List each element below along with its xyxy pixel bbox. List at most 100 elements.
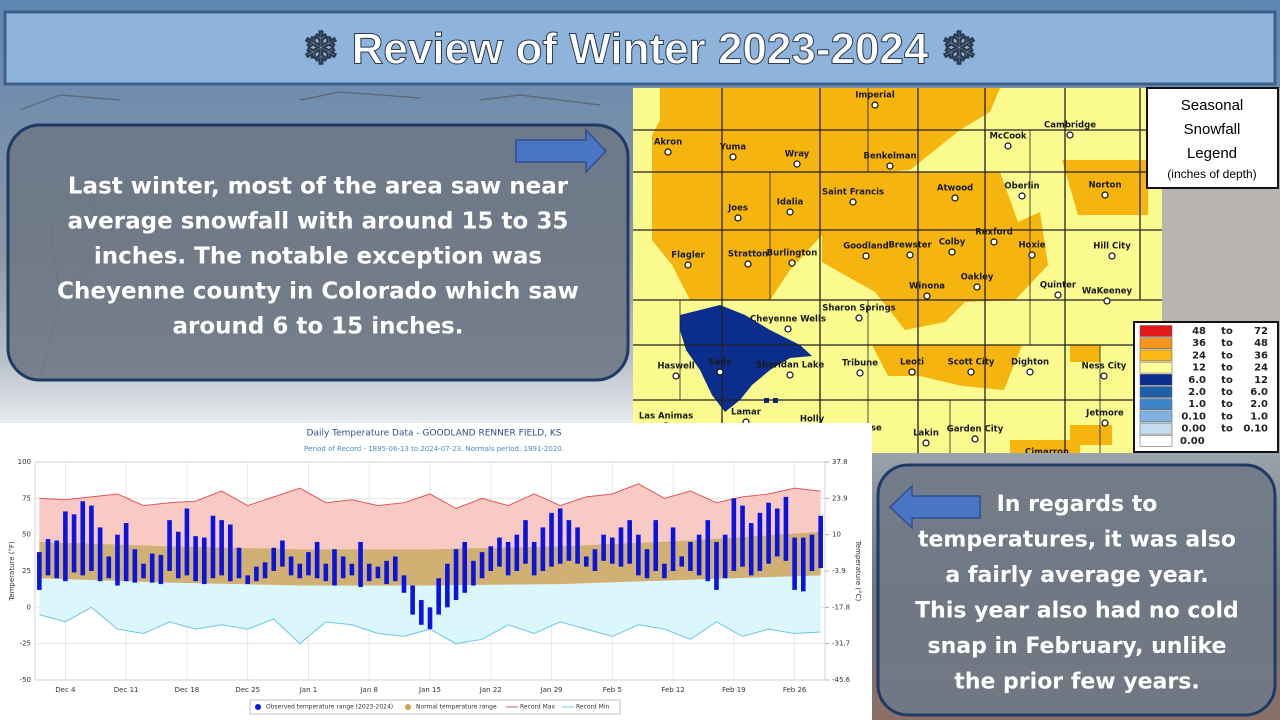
- town-marker: [849, 198, 857, 206]
- observed-bar: [45, 539, 51, 576]
- town-marker: [729, 153, 737, 161]
- town-marker: [734, 214, 742, 222]
- observed-bar: [453, 549, 459, 601]
- observed-bar: [245, 575, 250, 585]
- town-label: Leoti: [900, 358, 924, 368]
- observed-bar: [323, 563, 329, 582]
- text-line: Last winter, most of the area saw near: [68, 174, 569, 200]
- text-line: In regards to: [997, 492, 1158, 517]
- text-line: temperatures, it was also: [918, 528, 1236, 553]
- observed-bar: [505, 541, 511, 576]
- legend-swatch: [1139, 386, 1173, 398]
- legend-to: 36: [1254, 350, 1268, 361]
- legend-to: 48: [1254, 338, 1268, 349]
- x-tick-label: Jan 1: [299, 686, 317, 694]
- legend-swatch: [1139, 373, 1173, 386]
- observed-bar: [228, 524, 233, 582]
- legend-connector: to: [1221, 326, 1233, 337]
- observed-bar: [280, 540, 285, 567]
- observed-bar: [748, 523, 754, 576]
- town-label: Yuma: [719, 143, 746, 153]
- town-label: Goodland: [843, 242, 889, 252]
- observed-bar: [401, 575, 407, 593]
- town-label: Rexford: [975, 228, 1013, 238]
- legend-to: 24: [1254, 363, 1268, 374]
- town-marker: [744, 260, 752, 268]
- observed-bar: [201, 537, 207, 585]
- observed-bar: [783, 496, 789, 561]
- observed-bar: [262, 562, 268, 579]
- observed-bar: [175, 531, 181, 579]
- town-label: Idalia: [777, 198, 804, 208]
- town-marker: [906, 251, 914, 259]
- observed-bar: [575, 527, 580, 564]
- observed-bar: [184, 508, 190, 576]
- observed-bar: [254, 566, 259, 582]
- legend-from: 0.00: [1180, 436, 1205, 447]
- observed-bar: [670, 527, 676, 571]
- legend-title-line: Snowfall: [1184, 121, 1241, 138]
- observed-bar: [731, 498, 737, 571]
- town-label: Wray: [785, 150, 810, 160]
- text-line: the prior few years.: [954, 670, 1199, 695]
- town-label: Eads: [709, 358, 732, 368]
- arrow-left: [888, 484, 981, 530]
- observed-bar: [566, 520, 572, 561]
- observed-bar: [236, 547, 242, 579]
- observed-bar: [792, 537, 797, 590]
- observed-bar: [714, 541, 719, 590]
- left-text-box: [6, 123, 630, 382]
- observed-bar: [63, 511, 68, 582]
- legend-to: 6.0: [1250, 387, 1268, 398]
- observed-bar: [722, 534, 728, 579]
- town-marker: [1054, 291, 1062, 299]
- y-tick-label: 25: [22, 567, 31, 575]
- observed-bar: [271, 547, 277, 571]
- legend-swatch: [1139, 410, 1173, 423]
- town-marker: [871, 101, 879, 109]
- town-marker: [856, 369, 864, 377]
- observed-bar: [89, 505, 94, 571]
- text-line: around 6 to 15 inches.: [172, 314, 463, 340]
- legend-from: 1.0: [1188, 399, 1206, 410]
- legend-title-line: Seasonal: [1181, 97, 1244, 114]
- y-tick-label: 100: [18, 458, 31, 466]
- town-label: Dighton: [1011, 358, 1049, 368]
- observed-bar: [427, 607, 433, 630]
- town-label: Stratton: [728, 250, 768, 260]
- observed-bar: [774, 508, 780, 557]
- x-tick-label: Jan 15: [418, 686, 441, 694]
- y2-tick-label: -45.6: [832, 676, 851, 684]
- observed-bar: [479, 552, 485, 579]
- legend-units: (inches of depth): [1167, 167, 1256, 181]
- observed-bar: [314, 541, 320, 579]
- observed-bar: [410, 585, 415, 615]
- y2-tick-label: 23.9: [832, 494, 848, 502]
- legend-swatch: [1139, 349, 1173, 362]
- observed-bar: [167, 520, 172, 571]
- legend-from: 2.0: [1188, 387, 1206, 398]
- legend-from: 48: [1192, 326, 1206, 337]
- town-marker: [716, 368, 724, 376]
- chart-title: Daily Temperature Data - GOODLAND RENNER…: [307, 429, 562, 439]
- legend-symbol: [405, 704, 411, 710]
- observed-bar: [115, 534, 120, 586]
- observed-bar: [766, 502, 771, 564]
- town-label: Sheridan Lake: [756, 361, 824, 371]
- town-label: Brewster: [888, 241, 932, 251]
- town-marker: [948, 248, 956, 256]
- town-marker: [684, 261, 692, 269]
- town-marker: [1103, 297, 1111, 305]
- observed-bar: [662, 563, 667, 579]
- observed-bar: [384, 560, 389, 585]
- town-label: Oberlin: [1004, 182, 1039, 192]
- observed-bar: [288, 556, 294, 576]
- x-tick-label: Dec 11: [114, 686, 139, 694]
- town-label: Hill City: [1093, 242, 1131, 252]
- legend-to: 12: [1254, 375, 1268, 386]
- observed-bar: [809, 534, 815, 571]
- town-label: Las Animas: [639, 412, 693, 422]
- observed-bar: [627, 520, 632, 564]
- town-label: Winona: [909, 282, 945, 292]
- legend-label: Normal temperature range: [416, 704, 497, 711]
